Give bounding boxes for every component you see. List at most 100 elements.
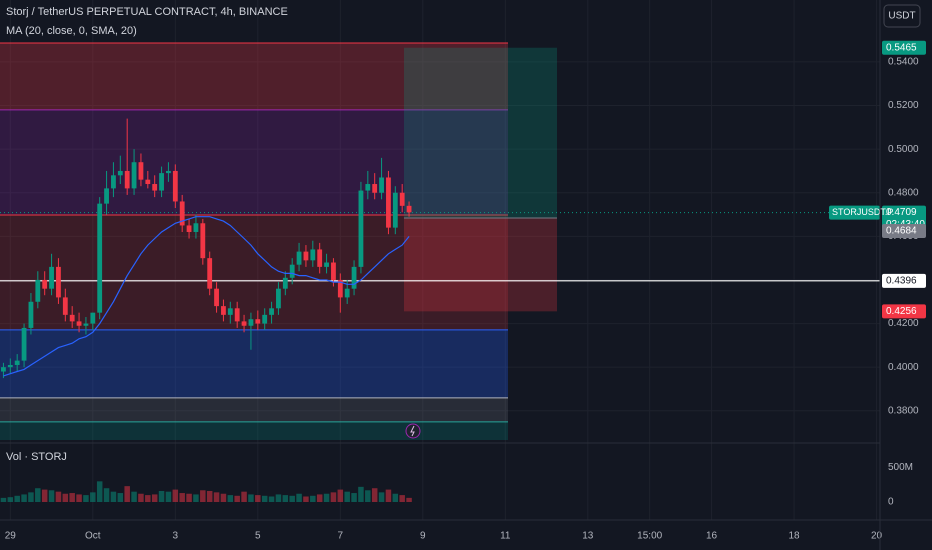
candle-body [69,314,75,322]
candle-body [193,223,199,232]
position-profit [404,47,557,219]
candle-body [262,314,268,324]
volume-bar [296,493,302,502]
candle-body [117,170,123,176]
candle-body [186,225,192,232]
symbol-tag-bg [829,205,880,220]
volume-bar [62,493,69,502]
y-tick-label: 0.4200 [888,318,919,329]
candle-body [296,251,302,265]
volume-bar [55,491,62,502]
volume-bar [365,490,371,502]
volume-bar [90,492,96,502]
candle-body [221,306,226,315]
candle-body [166,170,171,174]
candle-body [269,308,274,315]
volume-bar [0,497,7,502]
volume-bar [399,495,405,502]
x-tick-label: 16 [706,531,718,542]
candle-body [214,288,219,307]
candle-body [282,277,288,289]
x-tick-label: 11 [500,531,511,542]
volume-bar [151,494,158,502]
volume-bar [206,490,213,502]
event-icon[interactable] [405,423,421,439]
candle-body [276,288,281,309]
candle-body [200,223,206,259]
volume-bar [213,492,220,502]
volume-bar [385,489,392,502]
hline-price-tag: 0.4396 [886,275,917,286]
volume-bar [7,497,14,502]
candle-body [42,279,48,289]
x-tick-label: 13 [582,531,594,542]
candle-body [35,279,41,302]
candle-body [399,192,405,206]
y-tick-label: 0.5400 [888,57,919,68]
position-loss [404,218,557,312]
candle-body [324,262,329,267]
candle-body [289,264,295,278]
candle-body [234,308,240,322]
volume-label: Vol · STORJ [6,451,67,463]
candle-body [131,162,137,189]
volume-bar [145,495,151,502]
volume-bar [14,495,20,502]
volume-bar [35,488,41,502]
event-icon-bolt [410,425,415,437]
volume-bar [200,490,206,502]
indicator-label: MA (20, close, 0, SMA, 20) [6,25,137,37]
candle-body [97,203,103,313]
candle-body [90,312,96,324]
candle-body [365,184,371,191]
volume-bar [227,495,234,502]
volume-bar [96,481,103,502]
zone [0,214,508,330]
candle-body [358,190,364,267]
candle-body [255,319,261,324]
x-tick-label: 20 [871,531,883,542]
volume-bar [110,491,117,502]
volume-bar [103,488,110,502]
y-tick-label: 0.4800 [888,187,919,198]
volume-bar [220,493,227,502]
x-tick-label: 15:00 [637,531,662,542]
x-tick-label: 3 [173,531,179,542]
volume-bar [165,491,172,502]
volume-bar [337,489,344,502]
zone [0,42,508,110]
volume-bar [186,493,192,502]
volume-bar [21,494,27,502]
volume-bar [303,496,309,502]
volume-bar [310,495,316,502]
currency-button[interactable] [883,4,921,28]
chart-title: Storj / TetherUS PERPETUAL CONTRACT, 4h,… [6,6,288,18]
zone [0,109,508,215]
volume-bar [282,495,289,502]
y-tick-label: 0.3800 [888,405,919,416]
volume-bar [255,495,261,502]
candle-body [1,367,6,372]
currency-label: USDT [888,11,915,22]
candle-body [28,301,34,328]
volume-bar [83,495,89,502]
volume-bar [406,497,412,502]
volume-bar [268,496,275,502]
y-tick-label: 0.5000 [888,144,919,155]
entry-price-tag: 0.4684 [886,226,917,237]
volume-bar [371,488,378,502]
candle-body [138,162,144,180]
volume-bar [172,489,179,502]
volume-tick-label: 0 [888,497,894,508]
hline-price-tag-bg [882,273,926,288]
volume-bar [316,494,323,502]
candle-body [179,201,185,226]
candle-body [111,175,116,189]
volume-bar [275,494,282,502]
volume-tick-label: 500M [888,462,913,473]
x-tick-label: 7 [338,531,344,542]
last-price-tag: 0.4709 [886,207,917,218]
y-tick-label: 0.4000 [888,362,919,373]
